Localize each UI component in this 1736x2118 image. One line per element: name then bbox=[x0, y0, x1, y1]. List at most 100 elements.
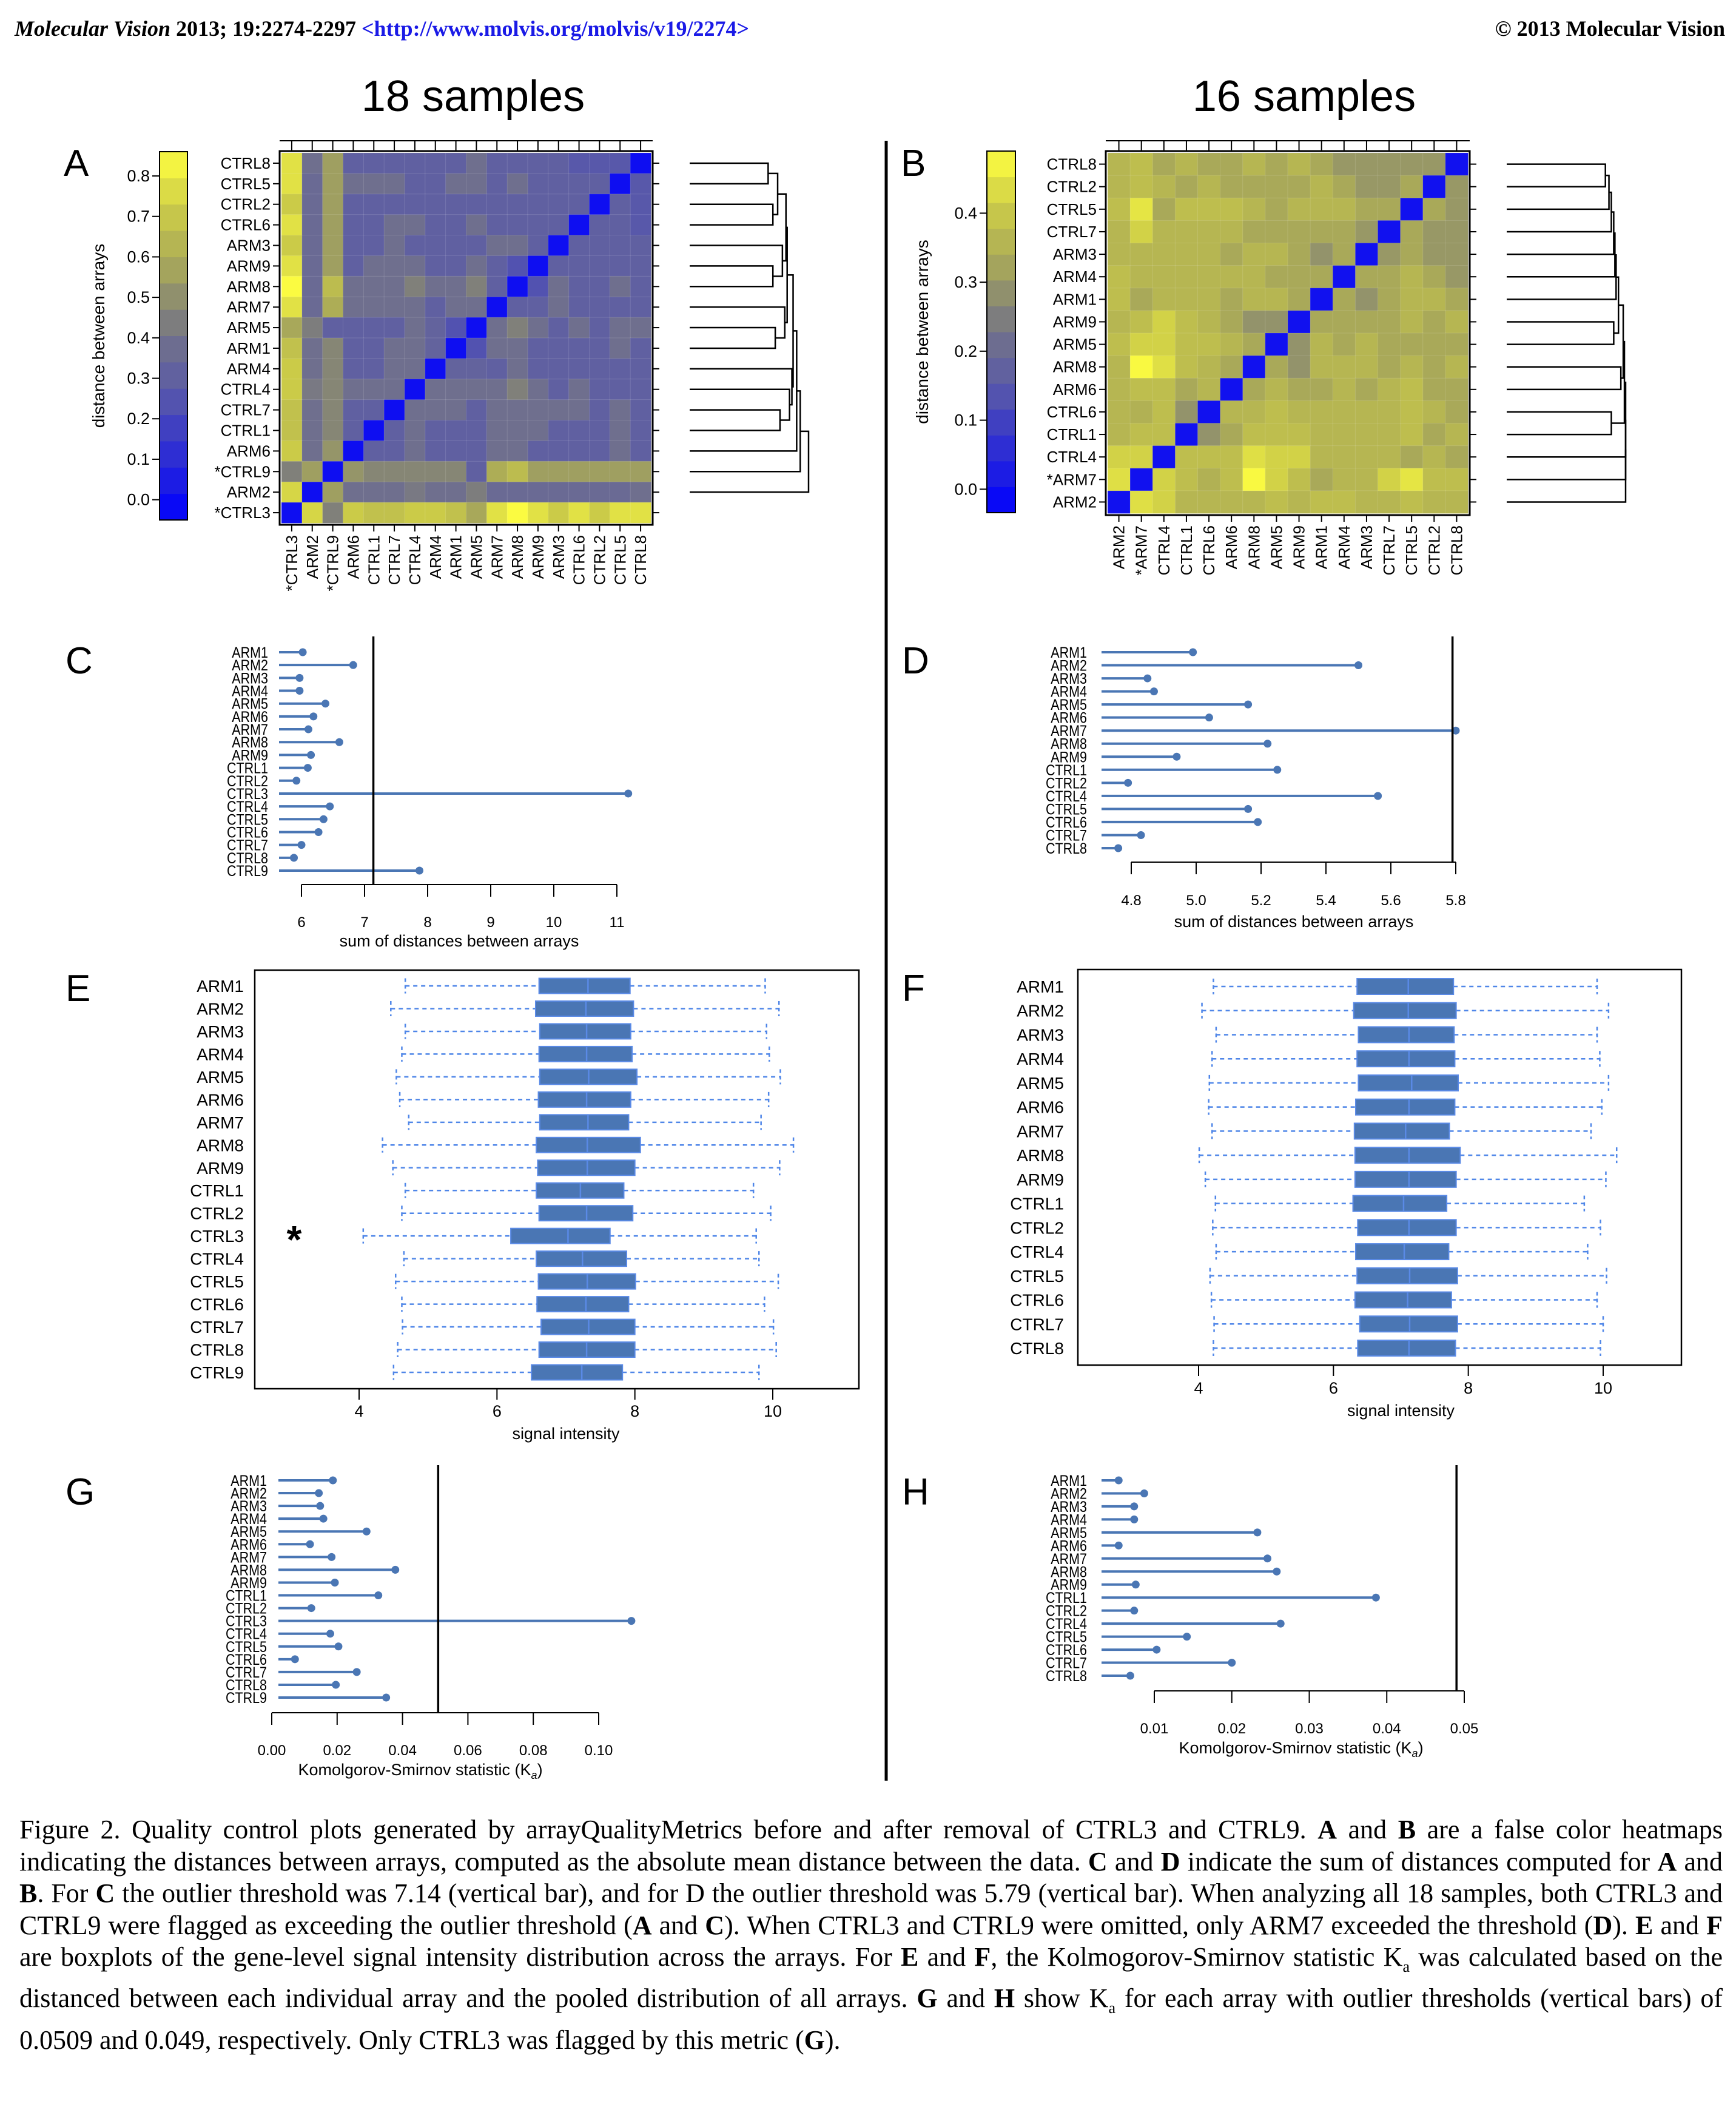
x-axis-label-text: sum of distances between arrays bbox=[1174, 912, 1414, 931]
row-label: CTRL9 bbox=[227, 862, 268, 879]
heatmap-cell bbox=[445, 214, 467, 236]
col-label: ARM8 bbox=[508, 535, 527, 579]
row-label: ARM2 bbox=[197, 999, 244, 1018]
heatmap-cell bbox=[1129, 377, 1154, 402]
heatmap-cell bbox=[589, 275, 611, 298]
heatmap-cell bbox=[1174, 310, 1199, 334]
col-label: *ARM7 bbox=[1132, 525, 1151, 575]
heatmap-cell bbox=[1287, 332, 1311, 357]
heatmap-cell bbox=[363, 502, 385, 524]
heatmap-cell bbox=[383, 358, 405, 380]
row-label: ARM6 bbox=[1017, 1098, 1064, 1117]
row-label: ARM5 bbox=[197, 1068, 244, 1087]
heatmap-cell bbox=[589, 317, 611, 339]
heatmap-cell bbox=[1265, 152, 1288, 177]
heatmap-cell bbox=[1174, 152, 1199, 177]
caption-text: , the Kolmogorov-Smirnov statistic K bbox=[991, 1942, 1403, 1972]
heatmap-cell bbox=[1332, 355, 1356, 379]
box-iqr bbox=[1356, 978, 1455, 995]
row-label: ARM2 bbox=[1017, 1002, 1064, 1020]
heatmap-cell bbox=[1400, 355, 1424, 379]
heatmap-cell bbox=[1152, 310, 1176, 334]
row-label: CTRL4 bbox=[1047, 448, 1097, 466]
heatmap-cell bbox=[1354, 445, 1379, 469]
article-link[interactable]: <http://www.molvis.org/molvis/v19/2274> bbox=[362, 16, 750, 41]
caption-text: and bbox=[937, 1983, 994, 2014]
data-point bbox=[332, 1681, 340, 1689]
col-label: CTRL2 bbox=[1425, 525, 1443, 575]
x-tick-label: 11 bbox=[610, 914, 625, 931]
colorbar-segment bbox=[987, 409, 1015, 436]
dendrogram-branch bbox=[690, 203, 774, 226]
row-label: CTRL3 bbox=[226, 1613, 267, 1630]
heatmap-cell bbox=[404, 481, 426, 504]
heatmap-cell bbox=[1378, 355, 1401, 379]
heatmap-cell bbox=[343, 214, 365, 236]
row-label: ARM3 bbox=[1017, 1025, 1064, 1044]
heatmap-cell bbox=[1310, 310, 1334, 334]
plot-frame bbox=[1077, 968, 1683, 1366]
heatmap-cell bbox=[486, 337, 508, 359]
heatmap-cell bbox=[506, 152, 528, 174]
heatmap-cell bbox=[404, 214, 426, 236]
heatmap-cell bbox=[1197, 332, 1221, 357]
heatmap-cell bbox=[1197, 265, 1221, 289]
heatmap-cell bbox=[1107, 468, 1131, 491]
colorbar-segment bbox=[987, 460, 1015, 487]
heatmap-cell bbox=[568, 379, 590, 400]
heatmap-cell bbox=[1197, 175, 1221, 199]
panel-letter: G bbox=[66, 1471, 95, 1513]
heatmap-cell bbox=[527, 255, 549, 277]
caption-text: indicate the sum of distances computed f… bbox=[1180, 1846, 1658, 1877]
heatmap-cell bbox=[281, 481, 303, 504]
heatmap-cell bbox=[589, 173, 611, 195]
dendrogram-branch bbox=[1507, 411, 1612, 436]
heatmap-cell bbox=[1220, 332, 1243, 357]
heatmap-cell bbox=[1129, 490, 1154, 514]
heatmap-cell bbox=[1242, 490, 1266, 514]
heatmap-cell bbox=[1422, 355, 1446, 379]
heatmap-cell bbox=[445, 296, 467, 319]
heatmap-cell bbox=[1107, 152, 1131, 177]
colorbar-tick-label: 0.5 bbox=[127, 288, 150, 306]
caption-text: the outlier threshold was 7.14 (vertical… bbox=[19, 1878, 1723, 1940]
row-label: CTRL2 bbox=[227, 772, 268, 789]
row-label: ARM3 bbox=[1051, 670, 1087, 687]
colorbar-tick-label: 0.2 bbox=[954, 342, 977, 360]
colorbar-tick-label: 0.0 bbox=[127, 491, 150, 509]
heatmap-cell bbox=[486, 460, 508, 483]
heatmap-cell bbox=[466, 296, 488, 319]
heatmap-cell bbox=[1400, 468, 1424, 491]
heatmap-cell bbox=[1107, 423, 1131, 447]
heatmap-cell bbox=[466, 399, 488, 421]
row-label: CTRL8 bbox=[226, 1676, 267, 1693]
heatmap-cell bbox=[1422, 197, 1446, 221]
x-axis-label: signal intensity bbox=[1347, 1401, 1455, 1420]
heatmap-cell bbox=[1378, 243, 1401, 266]
heatmap-cell bbox=[1378, 468, 1401, 491]
row-label: CTRL6 bbox=[227, 824, 268, 841]
heatmap-cell bbox=[1445, 355, 1469, 379]
heatmap-cell bbox=[281, 255, 303, 277]
heatmap-cell bbox=[383, 317, 405, 339]
heatmap-cell bbox=[1354, 400, 1379, 424]
heatmap-cell bbox=[1378, 175, 1401, 199]
heatmap-cell bbox=[1242, 377, 1266, 402]
row-label: ARM8 bbox=[1051, 1563, 1087, 1580]
heatmap-cell bbox=[383, 337, 405, 359]
heatmap-cell bbox=[568, 317, 590, 339]
heatmap-cell bbox=[1378, 152, 1401, 177]
heatmap-cell bbox=[445, 255, 467, 277]
outlier-flag-asterisk: * bbox=[287, 1218, 302, 1261]
heatmap-cell bbox=[343, 440, 365, 462]
caption-text: and bbox=[1107, 1846, 1161, 1877]
heatmap-cell bbox=[383, 152, 405, 174]
col-label: ARM9 bbox=[529, 535, 547, 579]
row-label: CTRL6 bbox=[1047, 403, 1097, 421]
heatmap-cell bbox=[1287, 490, 1311, 514]
heatmap-cell bbox=[568, 296, 590, 319]
heatmap-cell bbox=[301, 152, 323, 174]
caption-text: . For bbox=[37, 1878, 96, 1908]
heatmap-cell bbox=[609, 399, 631, 421]
colorbar-tick-label: 0.2 bbox=[127, 410, 150, 428]
